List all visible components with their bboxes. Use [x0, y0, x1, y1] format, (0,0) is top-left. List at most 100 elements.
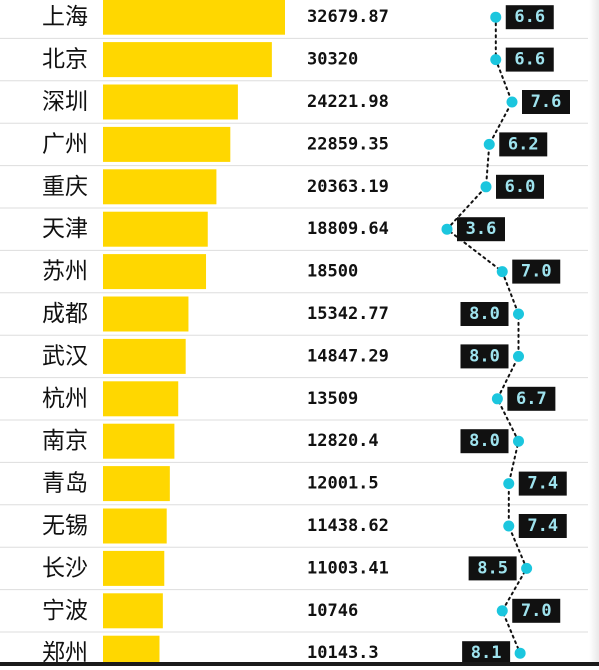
gdp-value-label: 20363.19 [307, 177, 389, 197]
city-label: 深圳 [42, 89, 88, 115]
growth-rate-label: 8.1 [471, 643, 502, 663]
gdp-value-label: 11003.41 [307, 558, 389, 578]
city-label: 广州 [42, 131, 88, 157]
growth-rate-marker [521, 562, 533, 574]
growth-rate-line [445, 16, 528, 655]
gdp-value-label: 13509 [307, 389, 358, 409]
city-label: 苏州 [42, 259, 88, 285]
gdp-value-label: 32679.87 [307, 7, 389, 27]
city-label: 武汉 [42, 343, 88, 369]
gdp-value-label: 30320 [307, 50, 358, 70]
growth-rate-marker [514, 647, 526, 659]
growth-rate-label-box [499, 132, 548, 157]
growth-rate-label: 3.6 [466, 219, 497, 239]
gdp-bar [103, 338, 186, 374]
gdp-bar [103, 466, 170, 502]
growth-rate-label-box [505, 47, 554, 72]
growth-rate-marker [490, 11, 502, 23]
growth-rate-label-box [460, 429, 509, 454]
growth-rate-label-box [460, 302, 509, 326]
city-label: 青岛 [42, 471, 88, 497]
gdp-bar [103, 508, 167, 544]
growth-rate-label-box [505, 5, 554, 30]
growth-rate-label-box [460, 344, 509, 369]
gdp-bar [103, 84, 238, 120]
growth-rate-marker [496, 605, 508, 617]
city-label: 天津 [42, 216, 88, 242]
gdp-bar [103, 296, 189, 332]
city-label: 杭州 [42, 386, 88, 412]
growth-rate-label-box [468, 556, 517, 581]
growth-rate-label-box [522, 90, 570, 114]
growth-rate-label-box [518, 514, 567, 538]
city-label: 重庆 [42, 174, 88, 200]
gdp-bar [103, 211, 208, 247]
city-label: 成都 [42, 301, 88, 327]
growth-rate-marker [506, 96, 518, 108]
gdp-bar [103, 254, 207, 290]
growth-rate-label: 7.0 [521, 262, 552, 282]
gdp-value-label: 15342.77 [307, 304, 389, 324]
growth-rate-label: 6.6 [514, 50, 545, 70]
gdp-value-label: 22859.35 [307, 134, 389, 154]
gdp-bar [103, 381, 179, 417]
growth-rate-marker [441, 223, 453, 235]
growth-rate-label: 8.0 [469, 346, 500, 366]
city-label: 南京 [42, 428, 88, 454]
growth-rate-marker [513, 435, 524, 447]
growth-rate-label: 7.4 [527, 474, 558, 494]
gdp-bar [103, 0, 285, 35]
city-label: 上海 [42, 4, 88, 30]
gdp-value-label: 10746 [307, 601, 358, 621]
city-label: 郑州 [42, 640, 88, 666]
growth-rate-label: 6.2 [508, 134, 539, 154]
growth-rate-marker [513, 308, 524, 320]
growth-rate-label: 6.0 [505, 177, 536, 197]
gdp-bar [103, 423, 175, 459]
growth-rate-marker [496, 266, 508, 278]
gdp-value-label: 18500 [307, 262, 358, 282]
growth-rate-label-box [512, 598, 561, 623]
gdp-value-label: 10143.3 [307, 643, 379, 663]
growth-rate-label-box [507, 386, 556, 411]
growth-rate-marker [480, 181, 492, 193]
growth-rate-label-box [512, 259, 561, 284]
growth-rate-label-box [496, 174, 544, 199]
gdp-value-label: 24221.98 [307, 92, 389, 112]
gdp-value-label: 11438.62 [307, 516, 389, 536]
growth-rate-label: 6.6 [514, 7, 545, 27]
growth-rate-label: 8.0 [469, 431, 500, 451]
growth-rate-label-box [457, 217, 505, 242]
right-edge-shade [589, 0, 599, 666]
growth-rate-marker [503, 478, 515, 490]
growth-rate-label: 8.5 [477, 558, 508, 578]
growth-rate-label: 7.4 [527, 516, 558, 536]
growth-rate-label: 7.6 [531, 92, 562, 112]
city-label: 无锡 [42, 513, 88, 539]
gdp-value-label: 12820.4 [307, 431, 379, 451]
growth-rate-marker [490, 54, 502, 66]
growth-rate-label-box [462, 641, 511, 666]
city-label: 宁波 [42, 598, 88, 624]
growth-rate-label: 7.0 [521, 601, 552, 621]
growth-rate-label: 8.0 [469, 304, 500, 324]
gdp-value-label: 18809.64 [307, 219, 389, 239]
gdp-bar [103, 593, 163, 629]
gdp-bar [103, 126, 231, 162]
growth-rate-marker [503, 520, 515, 532]
growth-rate-marker [513, 350, 524, 362]
gdp-value-label: 14847.29 [307, 346, 389, 366]
city-label: 北京 [42, 47, 88, 73]
gdp-value-label: 12001.5 [307, 474, 379, 494]
growth-rate-marker [491, 393, 503, 405]
bottom-strip [0, 662, 599, 666]
gdp-bar [103, 169, 217, 205]
gdp-bar [103, 550, 165, 586]
growth-rate-label: 6.7 [516, 389, 547, 409]
growth-rate-marker [483, 138, 495, 150]
city-label: 长沙 [42, 555, 88, 581]
gdp-bar [103, 42, 272, 78]
growth-rate-label-box [518, 471, 567, 496]
